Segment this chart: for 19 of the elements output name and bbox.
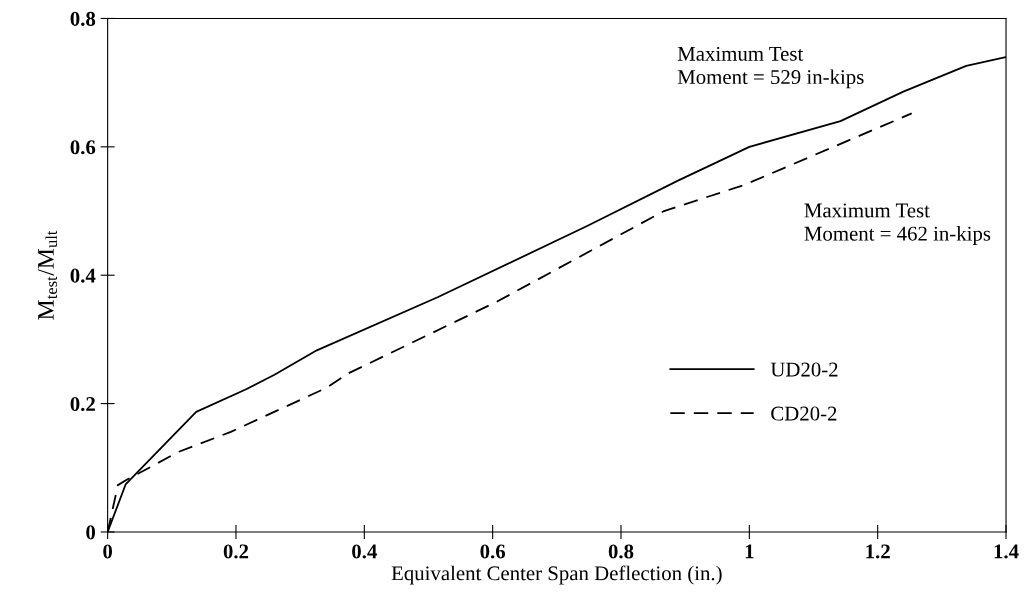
y-tick-label: 0	[86, 525, 96, 540]
y-tick-label: 0.6	[70, 140, 96, 155]
legend-label: CD20-2	[771, 406, 837, 421]
x-tick-label: 0	[103, 544, 113, 559]
y-tick-label: 0.4	[70, 268, 96, 283]
x-axis-title: Equivalent Center Span Deflection (in.)	[391, 565, 722, 585]
annotation: Maximum Test Moment = 462 in-kips	[804, 203, 991, 245]
x-tick-label: 0.6	[480, 544, 506, 559]
x-tick-label: 1.4	[994, 544, 1019, 559]
x-tick-label: 1	[745, 544, 754, 559]
x-tick-label: 0.8	[608, 544, 634, 559]
y-tick-label: 0.8	[70, 11, 96, 26]
x-tick-label: 0.4	[352, 544, 377, 559]
x-tick-label: 0.2	[223, 544, 249, 559]
y-tick-label: 0.2	[70, 396, 95, 412]
y-axis-title: M$_{test}$/M$_{ult}$	[38, 230, 58, 320]
annotation: Maximum Test Moment = 529 in-kips	[677, 46, 864, 89]
legend-label: UD20-2	[770, 362, 838, 377]
x-tick-label: 1.2	[866, 544, 890, 559]
